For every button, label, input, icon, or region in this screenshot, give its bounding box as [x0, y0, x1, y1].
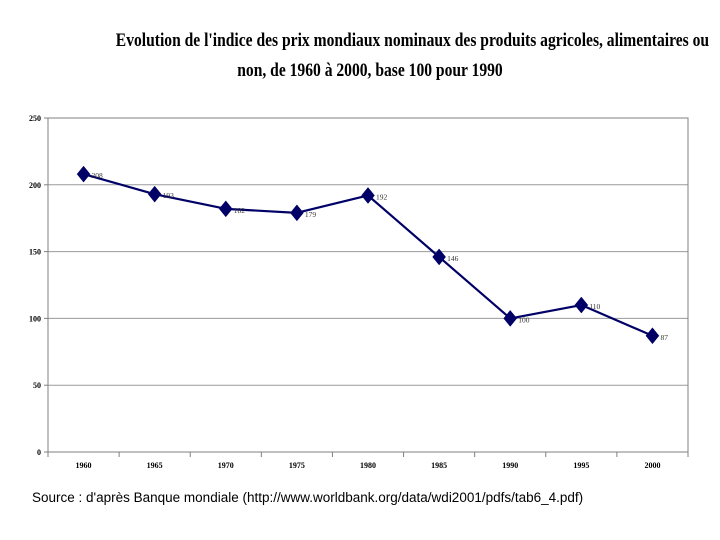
chart-title-line-1: Evolution de l'indice des prix mondiaux … [115, 30, 710, 51]
y-tick-label-0: 0 [37, 448, 41, 457]
data-label-1995: 110 [589, 302, 600, 311]
data-label-1985: 146 [447, 254, 459, 263]
x-tick-label-2000: 2000 [644, 461, 660, 470]
x-tick-label-1970: 1970 [218, 461, 234, 470]
data-point-1970 [218, 200, 233, 218]
data-label-1990: 100 [518, 315, 530, 324]
x-tick-label-1995: 1995 [573, 461, 589, 470]
y-tick-label-250: 250 [29, 114, 41, 123]
source-note: Source : d'après Banque mondiale (http:/… [32, 490, 584, 505]
x-tick-label-1980: 1980 [360, 461, 376, 470]
data-label-1960: 208 [92, 171, 104, 180]
x-tick-label-1960: 1960 [76, 461, 92, 470]
data-point-1995 [574, 296, 589, 314]
data-point-1985 [432, 248, 446, 266]
y-tick-label-200: 200 [29, 181, 41, 190]
data-point-1980 [361, 187, 375, 204]
chart-title-line-2: non, de 1960 à 2000, base 100 pour 1990 [237, 60, 503, 81]
data-label-2000: 87 [660, 333, 668, 342]
data-point-1990 [503, 310, 518, 327]
data-label-1975: 179 [305, 210, 317, 219]
y-tick-label-150: 150 [29, 248, 41, 257]
x-tick-label-1965: 1965 [147, 461, 163, 470]
x-tick-label-1990: 1990 [502, 461, 518, 470]
y-tick-label-100: 100 [29, 314, 41, 323]
data-point-2000 [645, 327, 660, 345]
data-point-1975 [290, 204, 304, 222]
x-tick-label-1975: 1975 [289, 461, 305, 470]
x-tick-label-1985: 1985 [431, 461, 447, 470]
plot-area-frame [47, 117, 689, 453]
data-label-1965: 193 [163, 191, 175, 200]
data-point-1965 [147, 185, 162, 203]
chart-title: Evolution de l'indice des prix mondiaux … [115, 26, 710, 86]
y-tick-label-50: 50 [33, 381, 41, 390]
data-label-1970: 182 [234, 206, 246, 215]
data-label-1980: 192 [376, 192, 388, 201]
data-point-1960 [76, 165, 91, 183]
